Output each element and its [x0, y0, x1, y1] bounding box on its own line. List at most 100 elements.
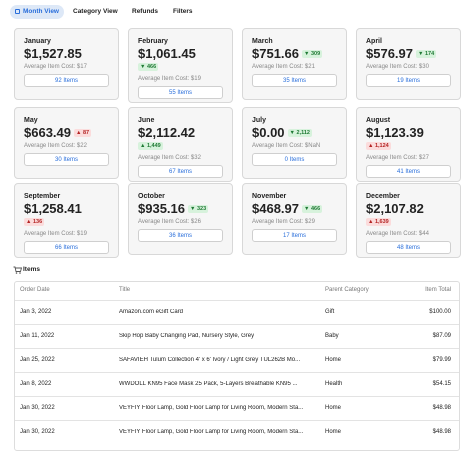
column-header: Order Date [20, 287, 50, 293]
item-total: $79.99 [432, 357, 451, 363]
change-badge: ▲ 1,449 [138, 142, 163, 150]
month-total: $2,112.42 [138, 125, 196, 140]
order-date: Jan 8, 2022 [20, 381, 52, 387]
change-badge: ▲ 87 [74, 128, 92, 137]
calendar-icon [15, 9, 20, 14]
average-cost: Average Item Cost: $26 [138, 219, 201, 225]
items-button[interactable]: 92 Items [24, 74, 109, 87]
month-card: December $2,107.82 ▲ 1,639 Average Item Cos… [356, 183, 461, 258]
change-badge: ▼ 466 [302, 204, 323, 213]
month-label: June [138, 117, 155, 124]
value-row: $1,527.85 [24, 46, 114, 61]
month-card: October $935.16 ▼ 323 Average Item Cost: $2… [128, 183, 233, 255]
month-card: March $751.66 ▼ 309 Average Item Cost: $21 3… [242, 28, 347, 100]
change-badge: ▼ 323 [188, 204, 209, 213]
order-date: Jan 30, 2022 [20, 429, 55, 435]
row-divider [15, 348, 459, 349]
month-label: September [24, 193, 61, 200]
items-button[interactable]: 36 Items [138, 229, 223, 242]
items-button[interactable]: 17 Items [252, 229, 337, 242]
items-title: Items [23, 266, 40, 273]
month-total: $1,123.39 [366, 125, 424, 140]
item-title: Skip Hop Baby Changing Pad, Nursery Styl… [119, 333, 255, 339]
value-row: $1,123.39 ▲ 1,124 [366, 125, 430, 150]
item-total: $87.09 [432, 333, 451, 339]
month-label: October [138, 193, 165, 200]
cart-icon [13, 266, 22, 274]
average-cost: Average Item Cost: $17 [24, 64, 87, 70]
category: Health [325, 381, 343, 387]
column-header: Title [119, 287, 131, 293]
value-row: $663.49 ▲ 87 [24, 125, 114, 140]
category: Home [325, 429, 342, 435]
items-button[interactable]: 35 Items [252, 74, 337, 87]
average-cost: Average Item Cost: $32 [138, 155, 201, 161]
change-badge: ▲ 1,639 [366, 218, 391, 226]
value-row: $935.16 ▼ 323 [138, 201, 228, 216]
items-button[interactable]: 0 Items [252, 153, 337, 166]
item-title: SAFAVIEH Tulum Collection 4' x 6' Ivory … [119, 357, 301, 363]
month-card: February $1,061.45 ▼ 466 Average Item Cost:… [128, 28, 233, 103]
value-row: $2,112.42 ▲ 1,449 [138, 125, 202, 150]
items-button[interactable]: 30 Items [24, 153, 109, 166]
month-label: February [138, 38, 168, 45]
average-cost: Average Item Cost: $21 [252, 64, 315, 70]
average-cost: Average Item Cost: $22 [24, 143, 87, 149]
items-button[interactable]: 48 Items [366, 241, 451, 254]
row-divider [15, 420, 459, 421]
item-total: $100.00 [429, 309, 451, 315]
month-card: November $468.97 ▼ 466 Average Item Cost: $… [242, 183, 347, 255]
average-cost: Average Item Cost: $19 [24, 231, 87, 237]
tab[interactable]: Refunds [132, 8, 158, 15]
average-cost: Average Item Cost: $29 [252, 219, 315, 225]
month-label: August [366, 117, 391, 124]
order-date: Jan 25, 2022 [20, 357, 55, 363]
month-label: May [24, 117, 38, 124]
value-row: $468.97 ▼ 466 [252, 201, 342, 216]
value-row: $1,061.45 ▼ 466 [138, 46, 202, 71]
month-total: $468.97 [252, 201, 299, 216]
item-total: $54.15 [432, 381, 451, 387]
month-label: January [24, 38, 51, 45]
item-total: $48.98 [432, 405, 451, 411]
row-divider [15, 324, 459, 325]
item-title: WWDOLL KN95 Face Mask 25 Pack, 5-Layers … [119, 381, 298, 387]
tab[interactable]: Filters [173, 8, 193, 15]
change-badge: ▼ 309 [302, 49, 323, 58]
month-total: $663.49 [24, 125, 71, 140]
tab[interactable]: Month View [10, 5, 64, 19]
category: Baby [325, 333, 339, 339]
column-header: Parent Category [325, 287, 369, 293]
month-label: November [252, 193, 287, 200]
tab[interactable]: Category View [73, 8, 118, 15]
month-card: September $1,258.41 ▲ 136 Average Item Cost… [14, 183, 119, 258]
month-total: $2,107.82 [366, 201, 424, 216]
month-total: $0.00 [252, 125, 285, 140]
category: Home [325, 357, 342, 363]
row-divider [15, 396, 459, 397]
row-divider [15, 300, 459, 301]
column-header: Item Total [425, 287, 451, 293]
change-badge: ▲ 136 [24, 218, 45, 226]
order-date: Jan 11, 2022 [20, 333, 55, 339]
item-total: $48.98 [432, 429, 451, 435]
month-total: $576.97 [366, 46, 413, 61]
change-badge: ▼ 466 [138, 63, 159, 71]
month-total: $1,527.85 [24, 46, 82, 61]
items-button[interactable]: 67 Items [138, 165, 223, 178]
average-cost: Average Item Cost: $27 [366, 155, 429, 161]
order-date: Jan 3, 2022 [20, 309, 52, 315]
items-button[interactable]: 41 Items [366, 165, 451, 178]
month-card: April $576.97 ▼ 174 Average Item Cost: $30 1… [356, 28, 461, 100]
change-badge: ▲ 1,124 [366, 142, 391, 150]
value-row: $1,258.41 ▲ 136 [24, 201, 88, 226]
change-badge: ▼ 174 [416, 49, 437, 58]
average-cost: Average Item Cost: $NaN [252, 143, 321, 149]
items-button[interactable]: 19 Items [366, 74, 451, 87]
value-row: $576.97 ▼ 174 [366, 46, 456, 61]
items-button[interactable]: 55 Items [138, 86, 223, 99]
value-row: $751.66 ▼ 309 [252, 46, 342, 61]
row-divider [15, 372, 459, 373]
items-button[interactable]: 66 Items [24, 241, 109, 254]
average-cost: Average Item Cost: $44 [366, 231, 429, 237]
